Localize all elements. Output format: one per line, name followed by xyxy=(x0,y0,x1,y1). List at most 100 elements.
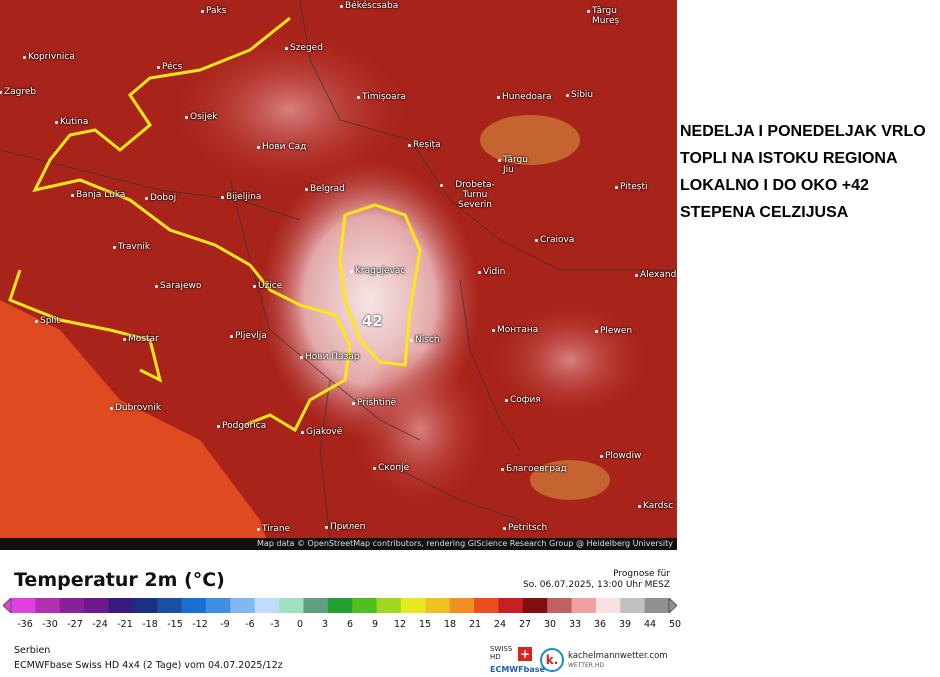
logos: SWISS HD + ECMWFbase k. kachelmannwetter… xyxy=(490,645,680,677)
scale-swatch xyxy=(327,598,353,613)
scale-swatch xyxy=(547,598,573,613)
scale-tick-label: 50 xyxy=(668,619,682,630)
scale-swatch xyxy=(474,598,499,613)
temperature-map[interactable]: Paks Békéscsaba Târgu Mureș Koprivnica S… xyxy=(0,0,677,550)
scale-swatch xyxy=(108,598,134,613)
scale-swatch xyxy=(522,598,548,613)
city-label: Прилеп xyxy=(325,522,366,532)
forecast-note: NEDELJA I PONEDELJAK VRLO TOPLI NA ISTOK… xyxy=(680,123,926,221)
scale-tick-label: -9 xyxy=(220,619,230,630)
city-label: Kardsc xyxy=(637,501,674,511)
scale-tick-label: 44 xyxy=(643,619,657,630)
city-label: Užice xyxy=(252,281,283,291)
city-label: Kragujevac xyxy=(349,266,406,276)
scale-tick-label: -15 xyxy=(167,619,183,630)
city-label: Zagreb xyxy=(0,87,37,97)
scale-swatch xyxy=(230,598,256,613)
scale-swatch xyxy=(205,598,231,613)
scale-tick-label: 9 xyxy=(371,619,379,630)
city-label: Kutina xyxy=(54,117,89,127)
city-label: Dubrovnik xyxy=(109,403,162,413)
city-label: Târgu Mureș xyxy=(587,6,632,26)
city-label: Plowdiw xyxy=(599,451,642,461)
region-label: Serbien xyxy=(14,645,51,656)
scale-tick-label: -21 xyxy=(117,619,133,630)
scale-tick-label: 6 xyxy=(346,619,354,630)
city-label: Alexand xyxy=(634,270,677,280)
site-name[interactable]: kachelmannwetter.com xyxy=(568,651,668,661)
scale-tick-label: -30 xyxy=(42,619,58,630)
scale-swatch xyxy=(11,598,36,613)
scale-swatch xyxy=(181,598,207,613)
city-label: Скопје xyxy=(372,463,410,473)
city-label: Mostar xyxy=(123,334,159,344)
scale-tick-label: 21 xyxy=(468,619,482,630)
scale-tick-label: 0 xyxy=(296,619,304,630)
scale-tick-label: -12 xyxy=(192,619,208,630)
scale-tick-label: -6 xyxy=(245,619,255,630)
peak-temperature-label: 42 xyxy=(362,312,383,330)
city-label: Sibiu xyxy=(565,90,594,100)
city-label: Split xyxy=(35,316,60,326)
scale-arrow xyxy=(3,598,12,613)
scale-tick-label: 36 xyxy=(593,619,607,630)
city-label: Благоевград xyxy=(501,464,567,474)
map-attribution: Map data © OpenStreetMap contributors, r… xyxy=(0,538,677,550)
city-label: Osijek xyxy=(185,112,218,122)
swiss-hd-logo: SWISS HD xyxy=(490,645,513,661)
scale-swatch xyxy=(620,598,646,613)
scale-swatch xyxy=(498,598,524,613)
city-label: Koprivnica xyxy=(23,52,75,62)
city-label: Nisch xyxy=(410,335,440,345)
ecmwf-logo: ECMWFbase xyxy=(490,665,545,674)
scale-tick-label: -27 xyxy=(67,619,83,630)
city-label: Plewen xyxy=(594,326,633,336)
city-label: Нови Пазар xyxy=(300,352,360,362)
legend-title: Temperatur 2m (°C) xyxy=(14,569,225,591)
scale-swatch xyxy=(595,598,621,613)
highlight-outlines xyxy=(8,16,422,433)
scale-arrow xyxy=(668,598,677,613)
scale-tick-label: 3 xyxy=(321,619,329,630)
city-label: Pljevlja xyxy=(230,331,267,341)
city-label: Békéscsaba xyxy=(339,1,399,11)
scale-tick-label: 12 xyxy=(393,619,407,630)
city-label: Travnik xyxy=(112,242,151,252)
city-label: Hunedoara xyxy=(497,92,552,102)
city-label: Reșița xyxy=(408,140,441,150)
scale-swatch xyxy=(449,598,475,613)
city-label: Szeged xyxy=(285,43,323,53)
scale-tick-label: 27 xyxy=(518,619,532,630)
city-label: Paks xyxy=(200,6,227,16)
forecast-label: Prognose für xyxy=(613,569,670,579)
scale-swatch xyxy=(303,598,329,613)
city-label: Banja Luka xyxy=(70,190,126,200)
scale-tick-label: -3 xyxy=(270,619,280,630)
site-sub: WETTER HD xyxy=(568,662,604,669)
scale-tick-label: -36 xyxy=(17,619,33,630)
city-label: Bijeljina xyxy=(220,192,262,202)
city-label: София xyxy=(505,395,541,405)
city-label: Belgrad xyxy=(305,184,345,194)
scale-swatch xyxy=(644,598,670,613)
city-label: Sarajewo xyxy=(154,281,202,291)
scale-swatch xyxy=(279,598,304,613)
city-label: Târgu Jiu xyxy=(498,155,533,175)
city-label: Gjakovë xyxy=(300,427,343,437)
kachelmann-logo-icon: k. xyxy=(540,648,564,672)
scale-tick-label: 24 xyxy=(493,619,507,630)
swiss-cross-icon: + xyxy=(518,647,532,661)
scale-tick-label: -18 xyxy=(142,619,158,630)
city-label: Podgorica xyxy=(216,421,267,431)
city-label: Pitești xyxy=(615,182,648,192)
scale-swatch xyxy=(132,598,158,613)
forecast-time: So. 06.07.2025, 13:00 Uhr MESZ xyxy=(522,580,670,590)
city-label: Timișoara xyxy=(357,92,406,102)
scale-tick-label: 18 xyxy=(443,619,457,630)
scale-tick-label: 30 xyxy=(543,619,557,630)
scale-swatch xyxy=(157,598,183,613)
map-field xyxy=(0,0,677,550)
city-label: Монтана xyxy=(491,325,539,335)
scale-swatch xyxy=(400,598,426,613)
city-label: Drobeta-Turnu Severin xyxy=(440,180,505,210)
